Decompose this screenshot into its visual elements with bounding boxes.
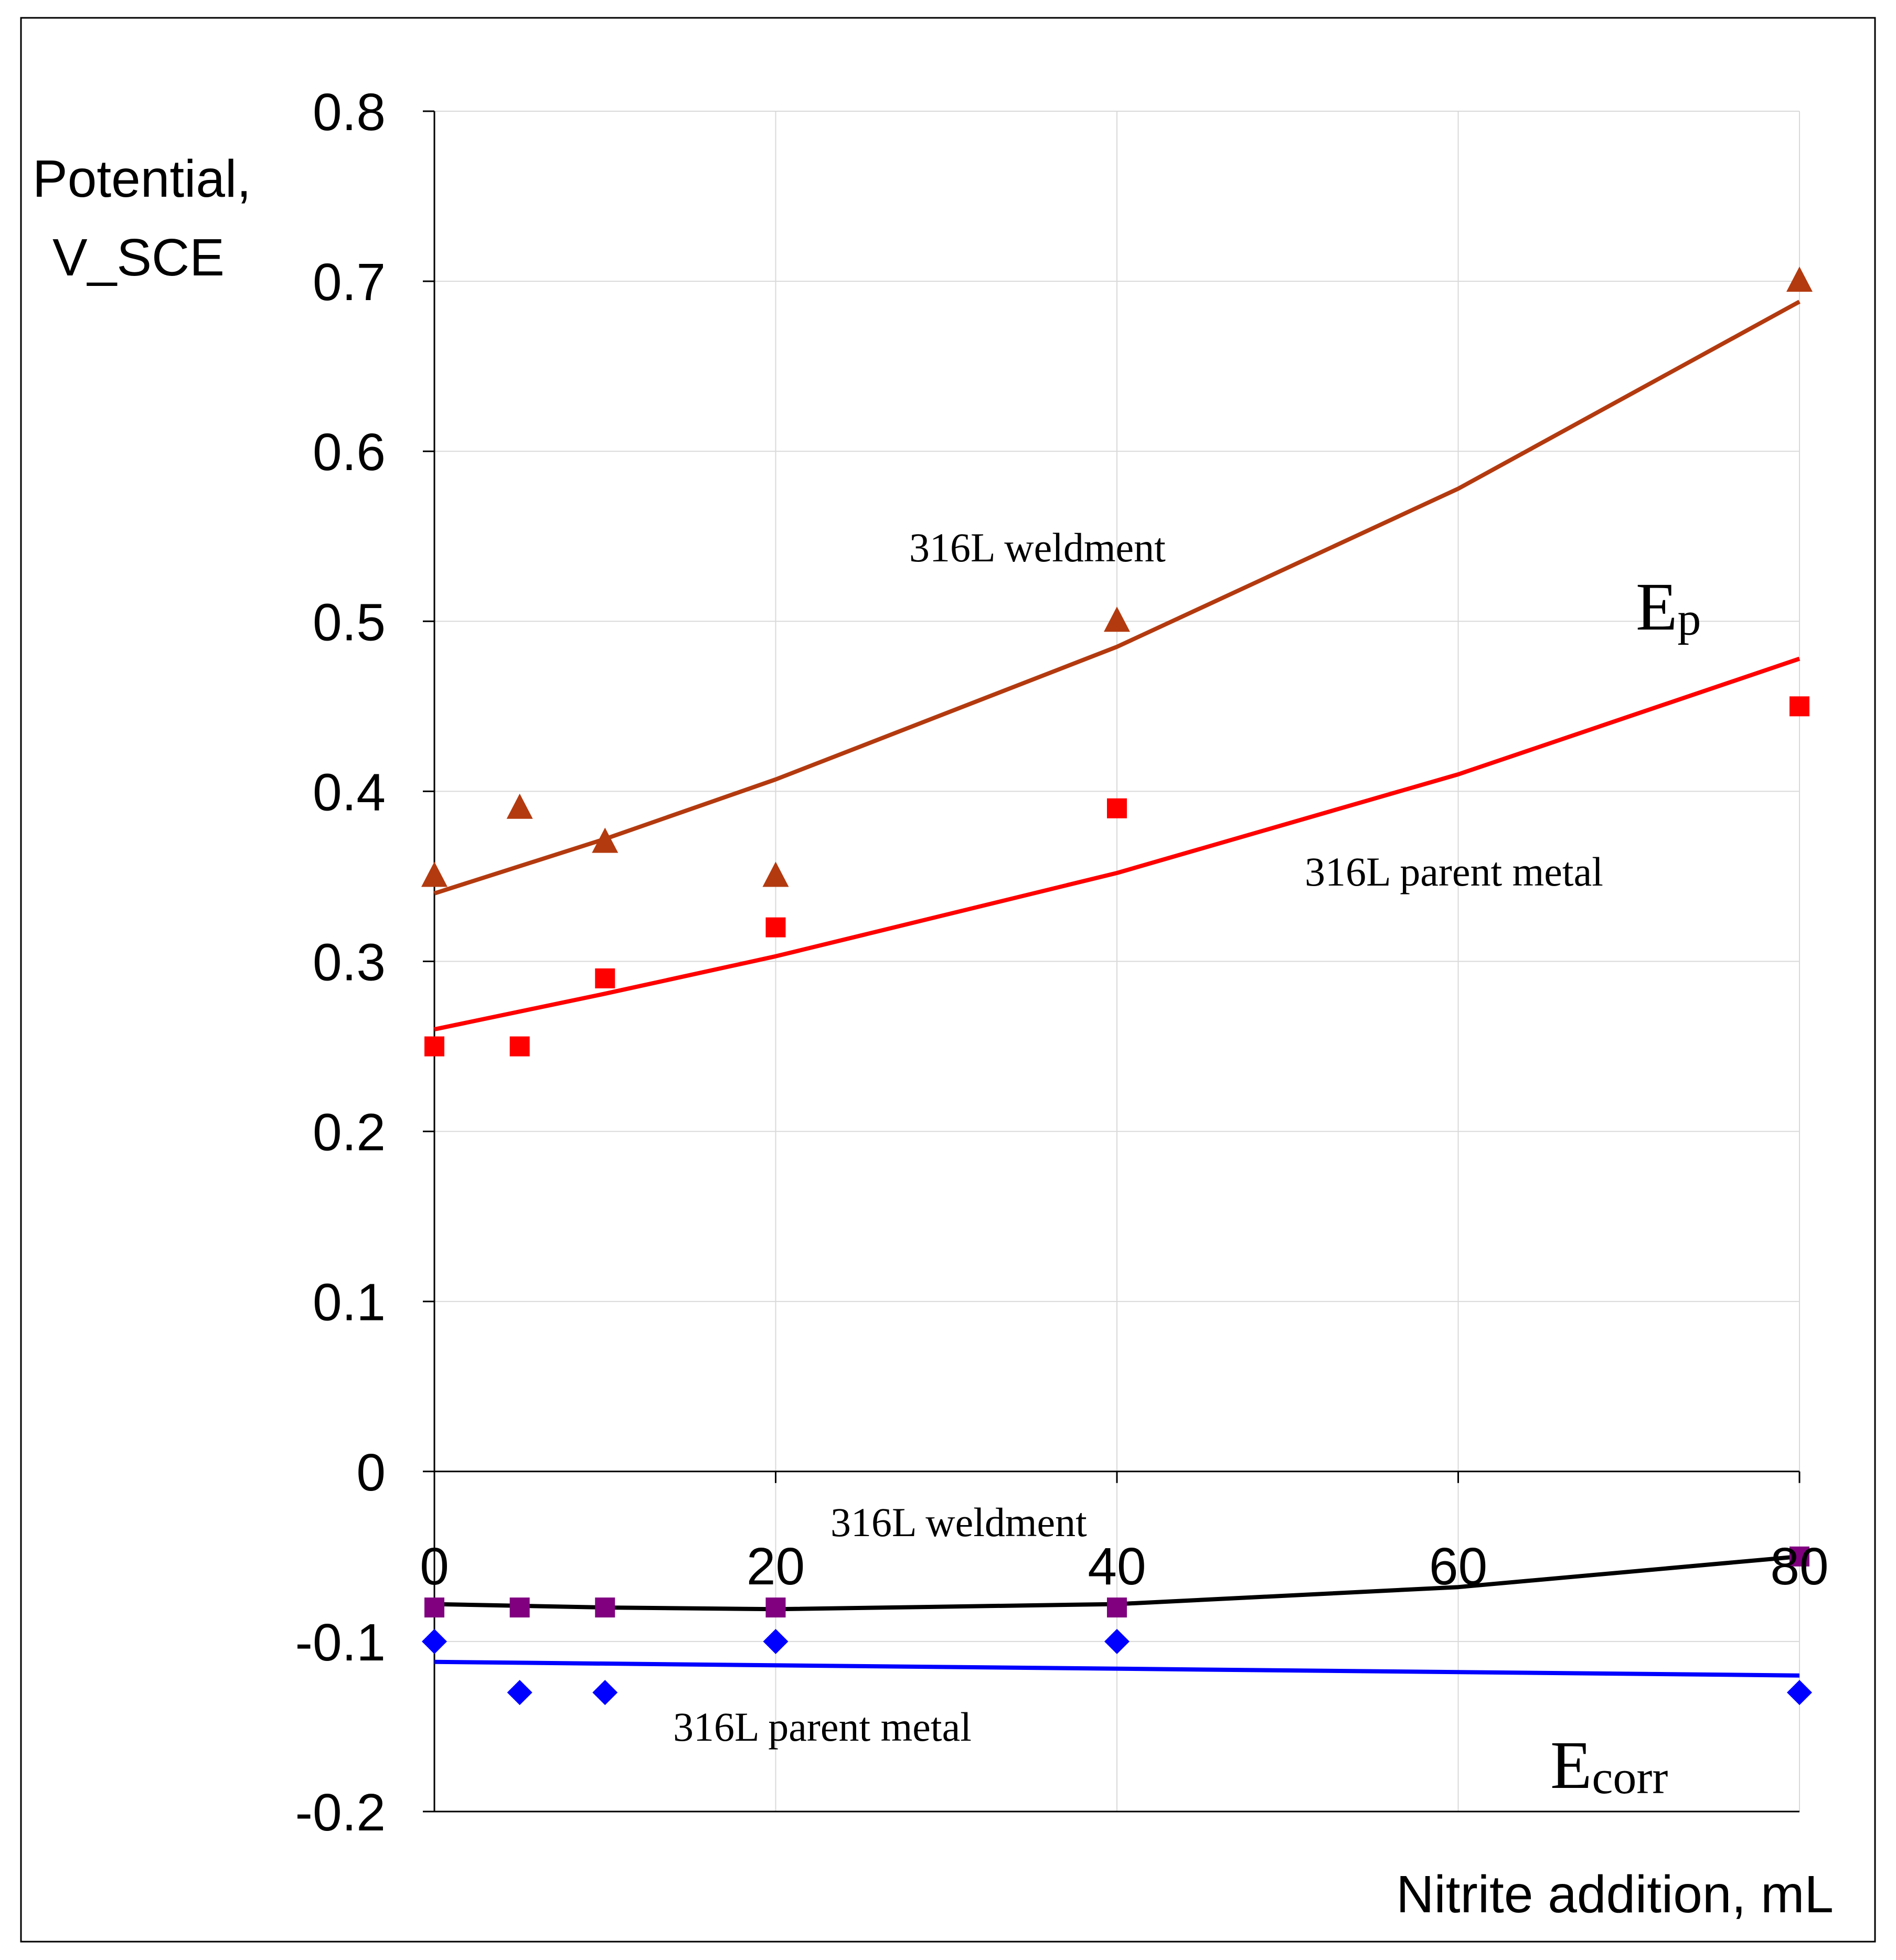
data-point-square <box>1107 1597 1127 1618</box>
y-tick-label: 0.5 <box>313 593 386 652</box>
y-axis-title-line1: Potential, <box>33 150 251 208</box>
tick-labels: -0.2 -0.1 0 0.1 0.2 0.3 0.4 0.5 0.6 0.7 0.8 0 20 40 60… <box>295 83 1829 1842</box>
data-point-diamond <box>1104 1628 1130 1654</box>
chart-frame <box>20 17 1876 1943</box>
data-point-square <box>765 917 786 938</box>
data-point-diamond <box>763 1628 789 1654</box>
y-tick-label: 0.7 <box>313 253 386 312</box>
data-point-square <box>595 1597 615 1618</box>
data-point-diamond <box>507 1680 532 1706</box>
axes <box>423 110 1801 1813</box>
ecorr-label: Ecorr <box>1550 1728 1668 1804</box>
data-point-triangle <box>506 793 533 819</box>
y-tick-label: 0.1 <box>313 1273 386 1332</box>
y-tick-label: -0.2 <box>295 1783 386 1842</box>
data-point-diamond <box>1787 1680 1812 1706</box>
data-point-square <box>424 1036 444 1057</box>
data-points <box>421 267 1813 1706</box>
ep-label: Ep <box>1636 569 1701 645</box>
annotation-ecorr-parent-metal: 316L parent metal <box>673 1704 972 1750</box>
y-tick-label: 0.2 <box>313 1103 386 1162</box>
x-tick-label: 40 <box>1088 1537 1146 1596</box>
y-tick-label: 0.3 <box>313 933 386 992</box>
data-point-diamond <box>592 1680 618 1706</box>
annotation-ep-weldment: 316L weldment <box>909 525 1166 570</box>
y-tick-label: 0.4 <box>313 763 386 822</box>
data-point-square <box>509 1036 530 1057</box>
data-point-square <box>509 1597 530 1618</box>
data-point-triangle <box>592 827 619 853</box>
annotation-ecorr-weldment: 316L weldment <box>830 1499 1087 1545</box>
x-tick-label: 0 <box>420 1537 449 1596</box>
data-point-diamond <box>422 1628 447 1654</box>
trend-line-2 <box>434 656 1801 1032</box>
data-point-square <box>424 1597 444 1618</box>
data-point-triangle <box>1104 606 1130 632</box>
trend-line-3 <box>434 1554 1800 1612</box>
data-point-triangle <box>762 861 789 887</box>
data-point-square <box>1107 798 1127 818</box>
y-tick-label: 0 <box>356 1443 386 1502</box>
data-point-square <box>595 968 615 988</box>
data-point-triangle <box>1786 267 1813 292</box>
y-tick-label: 0.6 <box>313 423 386 482</box>
data-point-square <box>1790 696 1809 717</box>
x-axis-title: Nitrite addition, mL <box>1396 1865 1834 1924</box>
annotation-ep-parent-metal: 316L parent metal <box>1305 849 1603 894</box>
data-point-square <box>765 1597 786 1618</box>
x-tick-label: 20 <box>747 1537 805 1596</box>
y-tick-label: 0.8 <box>313 83 386 142</box>
data-point-triangle <box>421 861 448 887</box>
x-tick-label: 80 <box>1770 1537 1828 1596</box>
trend-line-1 <box>433 300 1801 896</box>
x-tick-label: 60 <box>1429 1537 1487 1596</box>
trend-lines <box>433 300 1801 1678</box>
data-point-square <box>1790 1546 1809 1567</box>
trend-line-4 <box>434 1659 1800 1678</box>
y-tick-label: -0.1 <box>295 1613 386 1672</box>
y-axis-title-line2: V_SCE <box>52 228 225 287</box>
